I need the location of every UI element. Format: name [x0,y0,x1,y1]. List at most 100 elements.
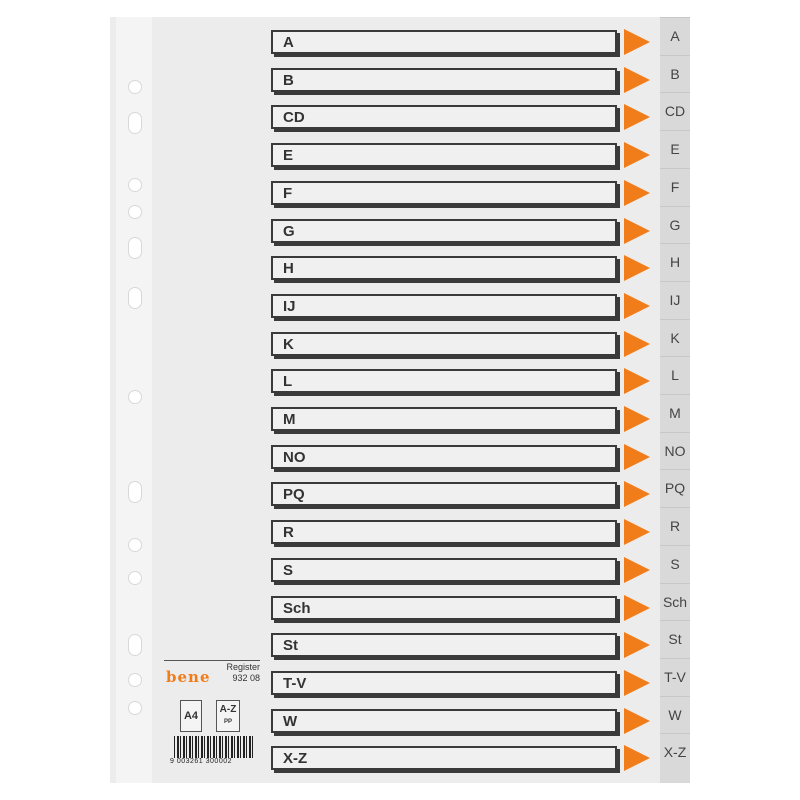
punch-hole [128,571,142,585]
orange-arrow-icon [624,519,650,546]
label-text: K [283,335,294,353]
label-field: A [271,30,617,54]
orange-arrow-icon [624,745,650,772]
punch-hole [128,673,142,687]
orange-arrow-icon [624,292,650,319]
label-text: L [283,373,293,391]
punch-hole [128,178,142,192]
orange-arrow-icon [624,707,650,734]
orange-arrow-icon [624,104,650,131]
product-info: Register 932 08 [226,662,260,684]
label-field: CD [271,105,617,130]
barcode [174,736,254,758]
index-tab[interactable]: Sch [660,582,690,621]
label-text: NO [283,448,306,466]
product-number: 932 08 [232,673,260,683]
orange-arrow-icon [624,632,650,659]
punch-hole [128,538,142,552]
index-tab[interactable]: A [660,17,690,55]
divider-line [164,660,260,661]
orange-arrow-icon [624,179,650,206]
product-name: Register [226,662,260,672]
label-field: X-Z [271,746,617,771]
index-tab[interactable]: G [660,205,690,244]
label-text: B [283,71,294,89]
material-text: PP [223,719,232,725]
label-text: R [283,524,294,542]
label-field: Sch [271,595,617,620]
label-text: T-V [283,674,307,692]
orange-arrow-icon [624,368,650,395]
label-text: CD [283,109,305,127]
label-text: W [283,712,298,730]
index-tab[interactable]: M [660,394,690,432]
orange-arrow-icon [624,669,650,696]
index-tab[interactable]: CD [660,92,690,130]
label-field: M [271,407,617,431]
label-field: PQ [271,482,617,507]
orange-arrow-icon [624,330,650,357]
label-text: H [283,260,294,278]
label-text: S [283,561,294,579]
label-field: W [271,708,617,733]
index-tab[interactable]: S [660,544,690,583]
punch-hole [128,80,142,94]
label-field: St [271,633,617,658]
label-field: L [271,369,617,394]
punch-hole [128,287,142,309]
label-text: Sch [283,599,311,617]
orange-arrow-icon [624,29,650,55]
label-field: H [271,256,617,281]
label-text: IJ [283,297,296,315]
index-tab[interactable]: L [660,356,690,394]
label-text: St [283,637,298,655]
orange-arrow-icon [624,443,650,470]
label-field: K [271,331,617,356]
index-tab[interactable]: H [660,243,690,281]
orange-arrow-icon [624,142,650,169]
range-badge: A-Z PP [216,700,240,732]
label-field: IJ [271,293,617,318]
index-tab[interactable]: F [660,167,690,206]
label-field: S [271,557,617,582]
orange-arrow-icon [624,481,650,508]
label-text: M [283,411,296,428]
orange-arrow-icon [624,217,650,244]
index-tab[interactable]: PQ [660,469,690,507]
index-tab[interactable]: X-Z [660,733,690,771]
index-tab[interactable]: T-V [660,657,690,696]
label-field: NO [271,444,617,469]
label-field: F [271,180,617,205]
index-tab[interactable]: R [660,507,690,545]
barcode-number: 9 003261 300002 [170,758,232,765]
punch-hole [128,634,142,656]
label-field: E [271,143,617,168]
label-text: PQ [283,486,305,504]
label-field: T-V [271,670,617,695]
index-tab[interactable]: E [660,130,690,168]
punch-hole [128,112,142,134]
label-text: G [283,222,295,240]
index-tab[interactable]: IJ [660,280,690,319]
punch-hole [128,237,142,259]
index-tab[interactable]: K [660,318,690,357]
label-field: R [271,520,617,545]
label-field: B [271,67,617,92]
index-tab[interactable]: B [660,54,690,93]
index-tab[interactable]: NO [660,431,690,470]
index-tab[interactable]: W [660,695,690,734]
range-text: A-Z [219,704,237,715]
tab-strip [660,17,690,783]
punch-hole [128,481,142,503]
orange-arrow-icon [624,594,650,621]
punch-hole [128,390,142,404]
bene-logo: bene [166,668,211,686]
index-tab[interactable]: St [660,620,690,658]
punch-hole [128,205,142,219]
label-text: X-Z [283,750,308,768]
label-text: F [283,184,293,202]
label-text: A [283,34,294,51]
label-text: E [283,147,294,165]
orange-arrow-icon [624,556,650,583]
label-field: G [271,218,617,243]
